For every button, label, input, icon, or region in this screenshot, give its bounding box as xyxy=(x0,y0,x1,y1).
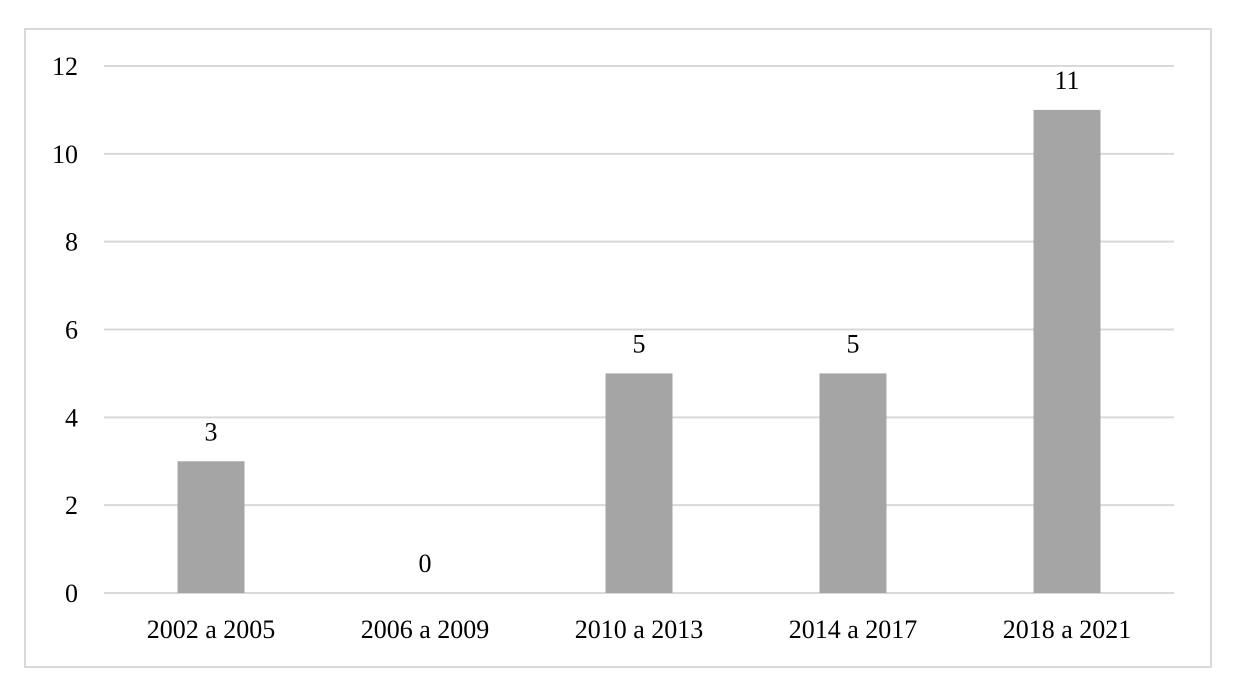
data-label-2: 5 xyxy=(633,329,646,358)
y-tick-label-6: 6 xyxy=(65,316,78,345)
x-tick-label-4: 2018 a 2021 xyxy=(1003,615,1132,644)
data-labels: 3 0 5 5 11 xyxy=(205,66,1080,578)
x-axis-tick-labels: 2002 a 2005 2006 a 2009 2010 a 2013 2014 a … xyxy=(147,615,1132,644)
bars xyxy=(177,109,1101,594)
x-tick-label-0: 2002 a 2005 xyxy=(147,615,276,644)
x-tick-label-3: 2014 a 2017 xyxy=(789,615,918,644)
y-tick-label-12: 12 xyxy=(52,52,78,81)
y-axis-tick-labels: 0 2 4 6 8 10 12 xyxy=(52,52,78,608)
y-tick-label-8: 8 xyxy=(65,228,78,257)
data-label-3: 5 xyxy=(847,329,860,358)
bar-2 xyxy=(605,373,673,593)
bar-0 xyxy=(177,461,245,593)
x-tick-label-1: 2006 a 2009 xyxy=(361,615,490,644)
bar-3 xyxy=(819,373,887,593)
y-tick-label-4: 4 xyxy=(65,403,78,432)
y-tick-label-0: 0 xyxy=(65,579,78,608)
bar-4 xyxy=(1033,109,1101,594)
x-tick-label-2: 2010 a 2013 xyxy=(575,615,704,644)
data-label-0: 3 xyxy=(205,417,218,446)
y-tick-label-10: 10 xyxy=(52,140,78,169)
y-tick-label-2: 2 xyxy=(65,491,78,520)
gridlines xyxy=(104,65,1174,594)
data-label-1: 0 xyxy=(419,549,432,578)
data-label-4: 11 xyxy=(1054,66,1079,95)
